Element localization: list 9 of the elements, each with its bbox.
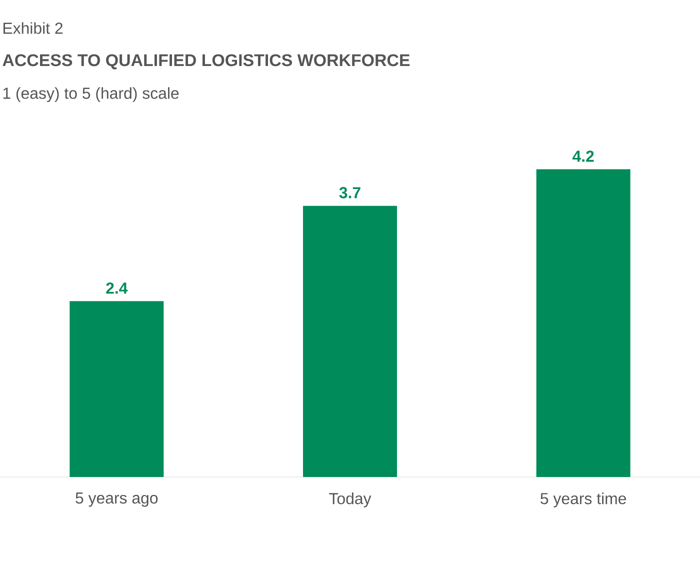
x-tick-label: 5 years time [540,492,626,508]
data-label: 3.7 [339,187,360,198]
text: Exhibit 2 [4,22,63,34]
data-label: 4.2 [572,150,594,162]
chart-title: ACCESS TO QUALIFIED LOGISTICS WORKFORCE [2,54,410,70]
data-label: 2.4 [106,282,128,294]
chart-subtitle: 1 (easy) to 5 (hard) scale [3,87,179,102]
x-tick-label: Today [329,492,372,508]
x-tick-label: 5 years ago [76,492,158,507]
